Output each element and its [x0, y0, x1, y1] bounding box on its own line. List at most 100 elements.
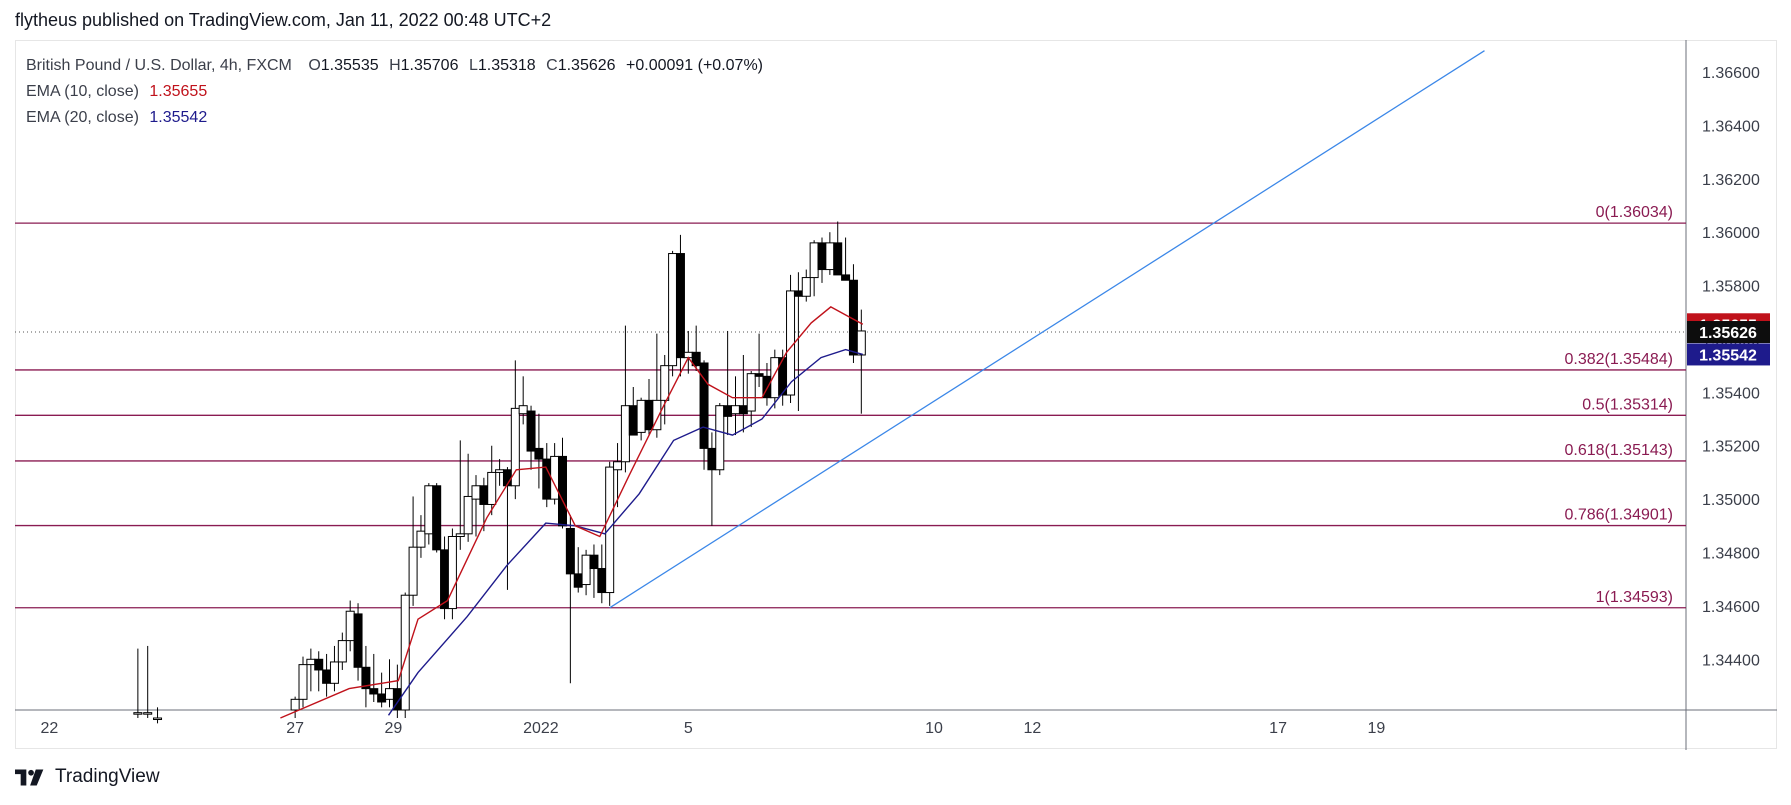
y-tick-label: 1.34600 — [1702, 599, 1760, 616]
candle[interactable] — [683, 330, 693, 374]
footer-branding: TradingView — [15, 766, 160, 788]
candle[interactable] — [440, 536, 450, 620]
candle[interactable] — [620, 325, 630, 473]
candle[interactable] — [817, 237, 827, 283]
candle[interactable] — [573, 547, 583, 593]
x-tick-label: 22 — [41, 720, 59, 737]
candle[interactable] — [424, 483, 434, 545]
candle-body-up — [636, 399, 646, 433]
candle-body-down — [353, 613, 363, 668]
open-value: 1.35535 — [320, 57, 379, 74]
candle-body-up — [613, 461, 623, 471]
candle-body-up — [471, 485, 481, 500]
candle[interactable] — [447, 528, 457, 620]
candle-body-down — [833, 242, 843, 276]
candle[interactable] — [652, 333, 662, 438]
candle[interactable] — [675, 234, 685, 377]
candle[interactable] — [337, 632, 347, 670]
candle[interactable] — [534, 413, 544, 489]
candle-body-down — [432, 485, 442, 551]
price-chart[interactable]: 1.34400 1.34600 1.34800 1.35000 1.35200 1.354… — [0, 0, 1791, 760]
candle[interactable] — [408, 496, 418, 606]
candle[interactable] — [848, 264, 858, 363]
candle[interactable] — [526, 405, 536, 470]
price-tag-bg — [1687, 343, 1770, 366]
candle-body-up — [730, 405, 740, 415]
close-label: C — [546, 57, 558, 74]
candle[interactable] — [825, 232, 835, 275]
candle-body-up — [385, 688, 395, 700]
candle[interactable] — [518, 376, 528, 425]
x-tick-label: 2022 — [523, 720, 559, 737]
candle[interactable] — [455, 440, 465, 550]
candle[interactable] — [377, 672, 387, 708]
candle[interactable] — [723, 330, 733, 436]
candle[interactable] — [628, 387, 638, 436]
candle[interactable] — [597, 544, 607, 604]
candle[interactable] — [738, 354, 748, 433]
candle[interactable] — [495, 459, 505, 486]
candle[interactable] — [707, 432, 717, 526]
candle-body-up — [408, 546, 418, 596]
candle[interactable] — [613, 443, 623, 508]
candle-body-up — [652, 399, 662, 431]
candle[interactable] — [605, 461, 615, 606]
chart-frame — [15, 40, 1777, 749]
candle[interactable] — [841, 237, 851, 281]
candle-body-up — [660, 365, 670, 401]
ohlc-row: British Pound / U.S. Dollar, 4h, FXCM O1… — [26, 53, 763, 79]
candle[interactable] — [133, 648, 143, 719]
candle[interactable] — [353, 603, 363, 681]
candle[interactable] — [298, 656, 308, 708]
candle[interactable] — [471, 475, 481, 537]
candle-body-down — [691, 351, 701, 367]
candle[interactable] — [153, 707, 163, 724]
ema10-value: 1.35655 — [149, 83, 208, 100]
candle-body-up — [715, 405, 725, 471]
candle[interactable] — [833, 221, 843, 276]
candle[interactable] — [510, 360, 520, 500]
candle[interactable] — [730, 376, 740, 436]
candle[interactable] — [557, 437, 567, 529]
candle[interactable] — [691, 325, 701, 371]
candle[interactable] — [369, 653, 379, 702]
candle[interactable] — [463, 453, 473, 542]
y-tick-label: 1.35000 — [1702, 492, 1760, 509]
candle-body-down — [479, 485, 489, 505]
candle[interactable] — [644, 379, 654, 436]
candle[interactable] — [400, 592, 410, 719]
candle[interactable] — [565, 515, 575, 684]
candle[interactable] — [754, 333, 764, 388]
candle-body-up — [495, 469, 505, 473]
candle[interactable] — [329, 645, 339, 692]
candle[interactable] — [314, 651, 324, 692]
candle[interactable] — [699, 360, 709, 470]
candle[interactable] — [306, 648, 316, 692]
candle[interactable] — [143, 645, 153, 719]
candle[interactable] — [801, 269, 811, 302]
candle[interactable] — [416, 515, 426, 558]
candle[interactable] — [746, 370, 756, 428]
candle-body-down — [573, 573, 583, 588]
candle[interactable] — [856, 309, 866, 414]
candle[interactable] — [290, 696, 300, 719]
candle[interactable] — [809, 240, 819, 297]
price-tag: 1.35626 — [1687, 321, 1770, 344]
trendline[interactable] — [609, 50, 1485, 609]
candle[interactable] — [668, 250, 678, 377]
candle-body-down — [675, 253, 685, 359]
candle[interactable] — [715, 403, 725, 476]
candle[interactable] — [660, 354, 670, 425]
candle[interactable] — [636, 397, 646, 441]
candle[interactable] — [322, 653, 332, 697]
candle[interactable] — [361, 645, 371, 708]
low-label: L — [468, 57, 478, 74]
candle[interactable] — [550, 443, 560, 505]
close-value: 1.35626 — [557, 57, 616, 74]
candle[interactable] — [487, 445, 497, 516]
candle[interactable] — [589, 544, 599, 598]
candle[interactable] — [581, 549, 591, 596]
candle-body-down — [754, 373, 764, 377]
candle[interactable] — [385, 659, 395, 708]
candle[interactable] — [432, 483, 442, 553]
